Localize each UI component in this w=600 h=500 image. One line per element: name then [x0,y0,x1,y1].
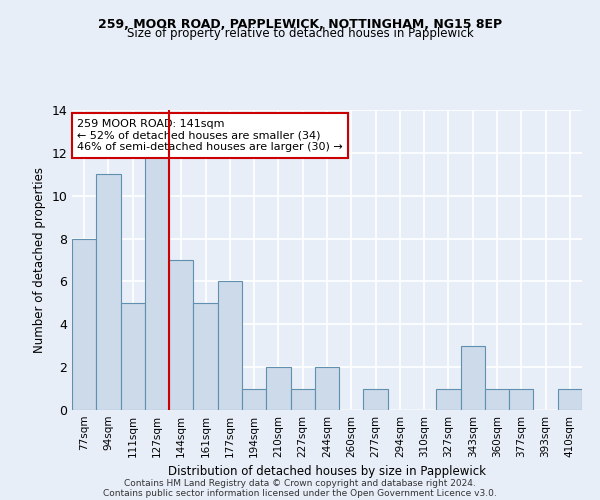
Bar [266,367,290,410]
Bar [364,388,388,410]
Bar [509,388,533,410]
Bar [558,388,582,410]
Bar [485,388,509,410]
Bar [169,260,193,410]
Y-axis label: Number of detached properties: Number of detached properties [33,167,46,353]
Text: Contains HM Land Registry data © Crown copyright and database right 2024.: Contains HM Land Registry data © Crown c… [124,478,476,488]
Text: 259 MOOR ROAD: 141sqm
← 52% of detached houses are smaller (34)
46% of semi-deta: 259 MOOR ROAD: 141sqm ← 52% of detached … [77,119,343,152]
Bar [193,303,218,410]
Bar [96,174,121,410]
Bar [242,388,266,410]
Bar [72,238,96,410]
Text: 259, MOOR ROAD, PAPPLEWICK, NOTTINGHAM, NG15 8EP: 259, MOOR ROAD, PAPPLEWICK, NOTTINGHAM, … [98,18,502,30]
Bar [121,303,145,410]
Bar [218,282,242,410]
Bar [290,388,315,410]
Bar [461,346,485,410]
X-axis label: Distribution of detached houses by size in Papplewick: Distribution of detached houses by size … [168,466,486,478]
Bar [145,153,169,410]
Text: Size of property relative to detached houses in Papplewick: Size of property relative to detached ho… [127,28,473,40]
Bar [315,367,339,410]
Bar [436,388,461,410]
Text: Contains public sector information licensed under the Open Government Licence v3: Contains public sector information licen… [103,488,497,498]
